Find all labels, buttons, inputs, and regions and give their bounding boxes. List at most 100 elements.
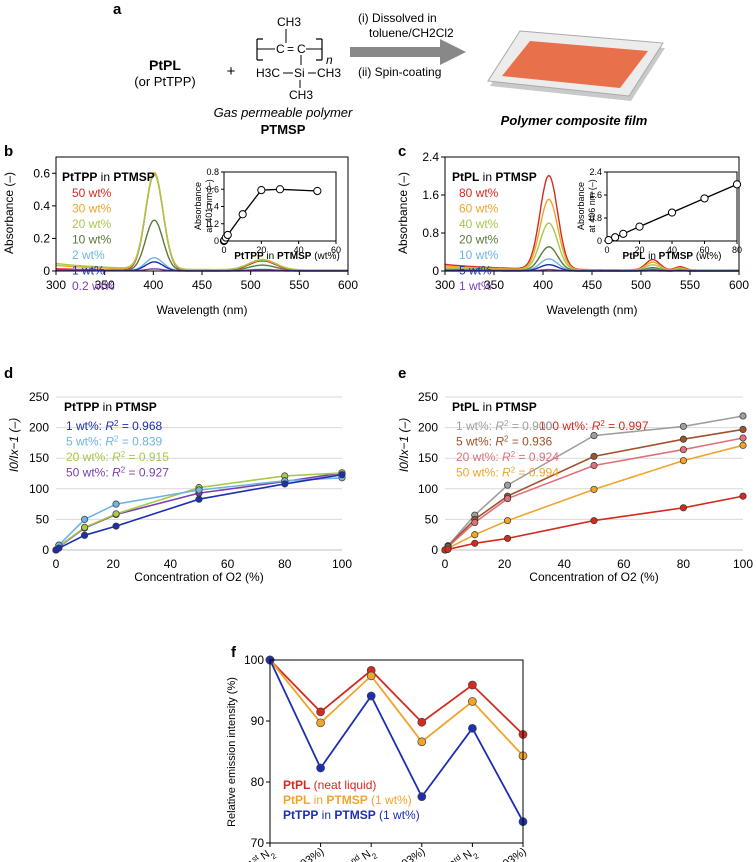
- f-legend-part: PtPL: [283, 778, 310, 792]
- f-series-line: [269, 659, 524, 757]
- d-legend-entry: 20 wt%: R2 = 0.915: [66, 450, 169, 465]
- panel-b: b 00.20.40.6 300 350 400 450 500 550 600 Absor…: [2, 143, 358, 317]
- atom-si: Si: [294, 66, 305, 80]
- d-legend-r: R: [112, 450, 121, 464]
- panel-b-title-dye: PtTPP: [62, 170, 97, 184]
- panel-b-y-ticks: 0 0.2 0.4 0.6: [33, 166, 56, 278]
- f-legend-part: (neat liquid): [310, 778, 376, 792]
- d-legend-sup: 2: [114, 419, 119, 428]
- step-2: (ii) Spin-coating: [358, 65, 441, 79]
- f-x-tick-label-part: rd: [451, 852, 462, 862]
- c-legend-entry: 1 wt%: [459, 279, 492, 293]
- polymer-n: n: [326, 53, 333, 67]
- b-inset-x-tick-label: 0: [221, 245, 226, 255]
- e-legend-r: R: [502, 466, 511, 480]
- panel-d-plot-area: [52, 469, 346, 554]
- e-y-tick-label: 200: [418, 421, 438, 435]
- polymer-description: Gas permeable polymer: [214, 105, 353, 120]
- d-y-tick-label: 200: [29, 421, 49, 435]
- f-legend-part: PtPL: [283, 793, 310, 807]
- d-legend-r: R: [112, 466, 121, 480]
- d-legend-sup: 2: [121, 450, 126, 459]
- panel-e-ylabel-i0: I0/Ix−1 (–): [397, 418, 411, 472]
- b-legend-entry: 10 wt%: [72, 233, 112, 247]
- f-data-point: [468, 723, 477, 733]
- b-inset-frame: [223, 171, 337, 242]
- c-inset-point: [700, 194, 709, 203]
- panel-f-legend: PtPL (neat liquid)PtPL in PTMSP (1 wt%)P…: [283, 778, 420, 822]
- step-1-line-2: toluene/CH2Cl2: [369, 26, 454, 40]
- d-legend-r: R: [105, 419, 114, 433]
- panel-c-inset-x-polymer: PTMSP: [659, 251, 694, 262]
- c-x-tick-label: 550: [680, 278, 700, 292]
- f-x-tick-label-part: (0.03%): [387, 846, 428, 862]
- d-x-tick-label: 20: [107, 557, 121, 571]
- panel-e-x-axis-label: Concentration of O2 (%): [529, 570, 658, 584]
- b-legend-entry: 0.2 wt%: [72, 279, 115, 293]
- panel-d-y-ticks: 0 50 100 150 200 250: [29, 390, 49, 557]
- f-y-tick-label: 90: [251, 714, 265, 728]
- panel-f-x-ticks: 1st N21st O2 (0.03%)2nd N22nd O2 (0.03%)…: [246, 843, 529, 862]
- panel-b-inset-y-label-1: Absorbance: [193, 182, 203, 230]
- c-legend-entry: 60 wt%: [459, 202, 499, 216]
- c-x-tick-label: 600: [729, 278, 749, 292]
- d-legend-r: R: [105, 435, 114, 449]
- b-inset-point: [223, 230, 232, 240]
- e-data-point: [739, 441, 747, 449]
- d-legend-sup: 2: [121, 465, 126, 474]
- e-legend-entry: 1 wt%: R2 = 0.900: [456, 419, 553, 434]
- panel-b-inset-x-in: in: [264, 251, 277, 262]
- atom-c-right: C: [297, 42, 306, 56]
- panel-d-title-dye: PtTPP: [64, 400, 99, 414]
- panel-c-title-dye: PtPL: [452, 170, 479, 184]
- e-legend-name: 1 wt%:: [456, 419, 495, 433]
- e-legend-sup: 2: [511, 450, 516, 459]
- panel-e-title: PtPL in PTMSP: [452, 400, 537, 414]
- e-legend-sup: 2: [504, 419, 509, 428]
- b-x-tick-label: 550: [289, 278, 309, 292]
- e-data-point: [679, 435, 687, 443]
- panel-e-plot-area: [441, 412, 747, 554]
- step-1-line-1: (i) Dissolved in: [358, 11, 437, 25]
- e-legend-sup: 2: [511, 465, 516, 474]
- f-legend-part: PTMSP: [326, 793, 367, 807]
- b-x-tick-label: 400: [143, 278, 163, 292]
- e-legend-r: R: [592, 419, 601, 433]
- panel-e-title-in: in: [479, 400, 495, 414]
- b-x-tick-label: 350: [95, 278, 115, 292]
- panel-c-y-axis-label: Absorbance (–): [396, 172, 410, 254]
- panel-b-inset-y-label-2: at 401 nm (–): [204, 179, 214, 233]
- e-y-tick-label: 50: [425, 512, 439, 526]
- panel-b-x-axis-label: Wavelength (nm): [157, 303, 248, 317]
- b-inset-point: [275, 185, 285, 194]
- b-inset-y-tick-label: 0.4: [206, 202, 219, 212]
- e-x-tick-label: 100: [733, 557, 753, 571]
- c-y-tick-label: 0.8: [422, 226, 439, 240]
- f-legend-entry: PtPL in PTMSP (1 wt%): [283, 793, 412, 807]
- atom-ch3-bottom: CH3: [289, 88, 313, 102]
- panel-c-inset-x-dye: PtPL: [623, 251, 646, 262]
- panel-b-frame: [55, 156, 349, 272]
- d-legend-val: = 0.968: [118, 419, 162, 433]
- e-data-point: [471, 518, 479, 527]
- e-data-point: [504, 495, 512, 503]
- panel-c-x-ticks: 300 350 400 450 500 550 600: [435, 271, 749, 292]
- c-legend-entry: 10 wt%: [459, 248, 499, 262]
- panel-d-ylabel-i0: I0/Ix−1 (–): [7, 418, 21, 472]
- b-legend-entry: 20 wt%: [72, 217, 112, 231]
- ptpl-name: PtPL: [149, 57, 181, 73]
- c-inset-point: [611, 233, 620, 242]
- c-x-tick-label: 400: [533, 278, 553, 292]
- pttpp-alt-name: (or PtTPP): [134, 74, 195, 89]
- d-y-tick-label: 250: [29, 390, 49, 404]
- f-series-line: [269, 659, 524, 823]
- panel-c: c 00.81.62.4 300 350 400 450 500 550 600 Absor…: [396, 143, 749, 317]
- e-data-point: [590, 485, 598, 493]
- d-data-point: [81, 515, 89, 523]
- f-series-line: [269, 659, 524, 736]
- b-inset-x-tick-label: 20: [256, 245, 266, 255]
- c-inset-point: [667, 208, 677, 217]
- c-y-tick-label: 0: [432, 264, 439, 278]
